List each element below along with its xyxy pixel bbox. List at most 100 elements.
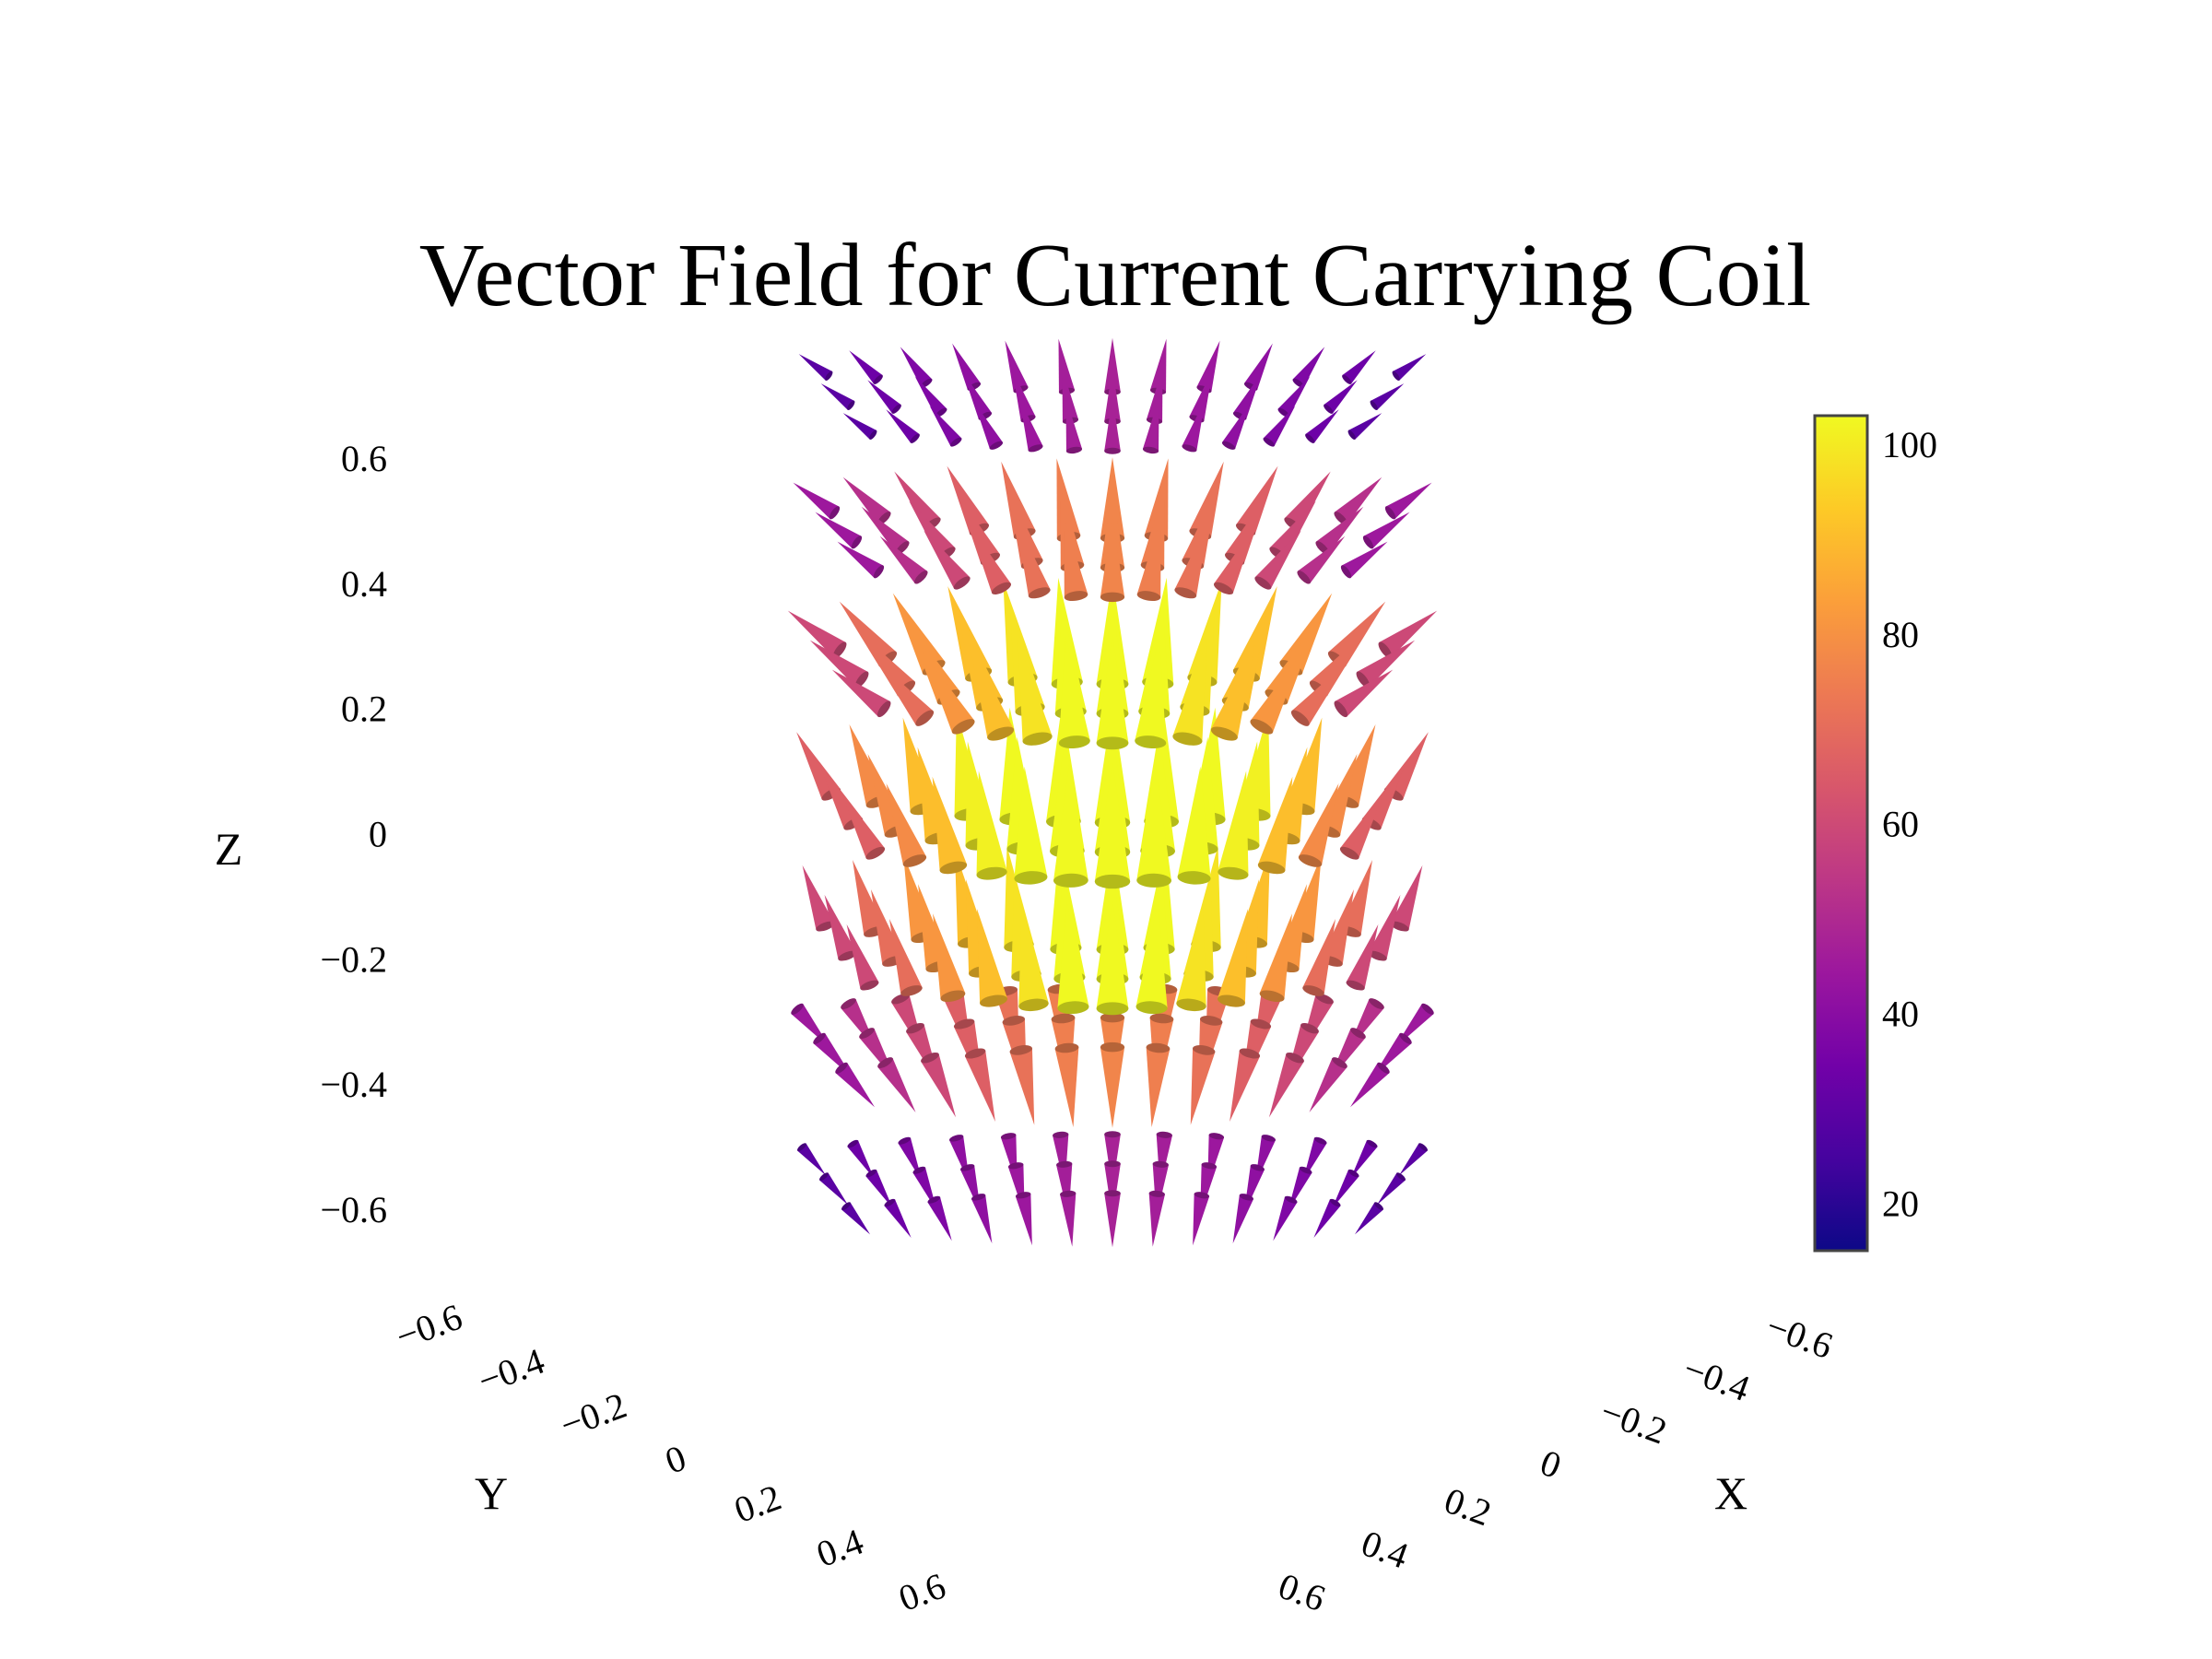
- cone-mark: [1297, 535, 1346, 584]
- cone-mark: [1292, 347, 1325, 388]
- cone-mark: [1014, 766, 1048, 885]
- cone-mark: [809, 640, 869, 688]
- cone-mark: [1217, 908, 1249, 1007]
- cone-mark: [1018, 640, 1053, 746]
- cone-mark: [1054, 1042, 1079, 1127]
- cone-mark: [1347, 413, 1382, 441]
- cone-mark: [1018, 904, 1049, 1012]
- cone-mark: [1350, 1062, 1390, 1108]
- cone-mark: [839, 601, 898, 667]
- cone-mark: [1104, 1190, 1121, 1248]
- cone-mark: [933, 913, 966, 1003]
- x-tick-label: 0.2: [1439, 1479, 1496, 1534]
- cone-mark: [1016, 520, 1051, 599]
- cone-mark: [1096, 635, 1129, 750]
- z-tick-label: 0: [369, 814, 387, 855]
- cone-mark: [1058, 636, 1090, 749]
- cone-mark: [1100, 1041, 1125, 1128]
- cone-mark: [1324, 380, 1358, 414]
- cone-mark: [1376, 1172, 1406, 1206]
- cone-mark: [815, 512, 863, 549]
- cone-mark: [1218, 771, 1249, 880]
- cone-mark: [1190, 1045, 1216, 1125]
- cone-mark: [1053, 763, 1088, 888]
- cone-mark: [1263, 406, 1296, 447]
- cone-mark: [793, 482, 841, 520]
- cone-mark: [1148, 1190, 1165, 1247]
- y-tick-label: −0.2: [555, 1384, 632, 1446]
- cone-mark: [1009, 1045, 1035, 1125]
- cone-mark: [1302, 919, 1335, 996]
- z-tick-label: −0.2: [320, 938, 387, 980]
- colorbar-tick-label: 80: [1882, 614, 1919, 655]
- cone-mark: [886, 409, 920, 443]
- cone-mark: [837, 541, 885, 579]
- cone-mark: [1057, 901, 1089, 1015]
- cone-mark: [1354, 1202, 1383, 1235]
- cone-mark: [1250, 652, 1303, 735]
- cone-mark: [1378, 610, 1438, 659]
- cone-field: [787, 337, 1438, 1248]
- x-tick-label: 0.6: [1273, 1565, 1330, 1619]
- cone-mark: [1230, 1048, 1261, 1123]
- cone-mark: [969, 524, 1012, 595]
- cone-mark: [841, 791, 886, 860]
- colorbar[interactable]: 20 40 60 80 100: [1813, 414, 1937, 1253]
- cone-mark: [974, 402, 1004, 450]
- cone-mark: [1334, 477, 1382, 525]
- z-axis: −0.6 −0.4 −0.2 0 0.2 0.4 0.6 Z: [215, 438, 387, 1230]
- cone-mark: [886, 783, 927, 867]
- cone-mark: [865, 1169, 893, 1208]
- y-axis: −0.6−0.4−0.2 0 0.2 0.4 0.6 Y: [391, 1296, 951, 1619]
- cone-mark: [952, 343, 982, 391]
- colorbar-tick-label: 40: [1882, 994, 1919, 1035]
- cone-mark: [1277, 376, 1311, 418]
- cone-mark: [1384, 482, 1432, 520]
- cone-mark: [867, 380, 901, 414]
- cone-mark: [876, 660, 935, 726]
- cone-mark: [1146, 1042, 1171, 1127]
- cone-mark: [1210, 644, 1255, 741]
- cone-mark: [1290, 660, 1349, 726]
- cone-mark: [1269, 500, 1316, 560]
- cone-mark: [1340, 541, 1388, 579]
- x-axis-label: X: [1714, 1467, 1747, 1519]
- cone-mark: [1019, 399, 1043, 453]
- cone-mark: [914, 376, 947, 418]
- cone-mark: [1298, 783, 1339, 867]
- cone-mark: [842, 413, 877, 441]
- colorbar-tick-label: 20: [1882, 1183, 1919, 1225]
- cone-mark: [1136, 763, 1171, 888]
- cone-mark: [1172, 640, 1207, 746]
- cone-mark: [787, 610, 847, 659]
- cone-mark: [1065, 397, 1083, 454]
- cone-mark: [1100, 516, 1125, 603]
- cone-mark: [1368, 894, 1401, 961]
- cone-mark: [1339, 791, 1384, 860]
- cone-mark: [1284, 471, 1331, 531]
- colorbar-gradient: [1813, 414, 1869, 1253]
- z-tick-label: −0.4: [320, 1064, 387, 1105]
- cone-mark: [846, 924, 879, 991]
- cone-mark: [1243, 343, 1273, 391]
- cone-mark: [1398, 1143, 1428, 1176]
- cone-mark: [1268, 1052, 1304, 1118]
- cone-mark: [970, 644, 1015, 741]
- cone-mark: [921, 1052, 957, 1118]
- cone-mark: [798, 354, 833, 382]
- cone-mark: [1334, 669, 1394, 718]
- cone-mark: [889, 919, 923, 996]
- y-axis-label: Y: [475, 1467, 508, 1519]
- cone-mark: [1094, 762, 1131, 889]
- cone-mark: [1273, 1195, 1298, 1241]
- z-tick-label: 0.6: [341, 438, 387, 479]
- cone-mark: [1176, 904, 1206, 1012]
- x-tick-label: −0.2: [1595, 1390, 1673, 1452]
- cone-mark: [1259, 913, 1292, 1003]
- cone-mark: [900, 347, 933, 388]
- cone-mark: [1362, 512, 1410, 549]
- cone-mark: [1332, 1169, 1359, 1208]
- cone-mark: [847, 1139, 875, 1179]
- x-tick-label: 0.4: [1356, 1522, 1413, 1576]
- cone-mark: [1193, 1192, 1210, 1246]
